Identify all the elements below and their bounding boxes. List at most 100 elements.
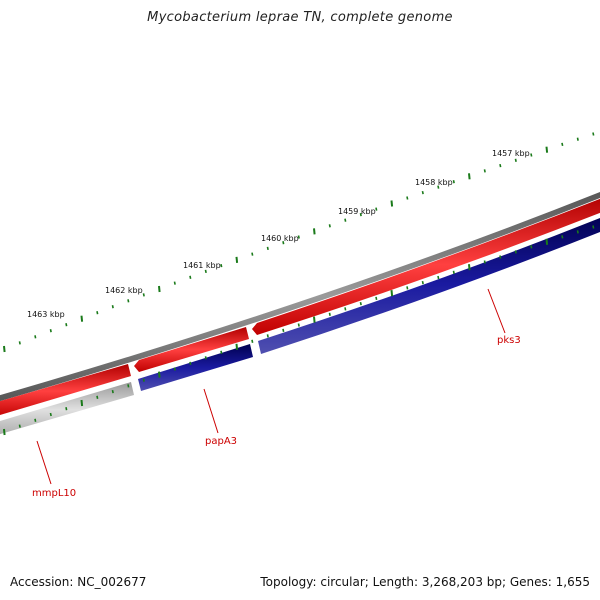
genome-summary: Topology: circular; Length: 3,268,203 bp… <box>260 575 590 589</box>
major-tick <box>235 256 239 263</box>
minor-tick <box>251 339 254 343</box>
major-tick <box>158 371 161 378</box>
genome-backbone <box>0 191 600 402</box>
gene-mmpL10 <box>0 382 134 435</box>
minor-tick <box>359 301 362 306</box>
map-title: Mycobacterium leprae TN, complete genome <box>147 10 453 25</box>
outer-scale-ticks <box>3 132 595 353</box>
minor-tick <box>282 328 285 333</box>
gene-label-mmpL10: mmpL10 <box>32 488 76 499</box>
minor-tick <box>483 169 486 173</box>
minor-tick <box>266 246 269 251</box>
accession-text: Accession: NC_002677 <box>10 575 147 589</box>
minor-tick <box>34 418 37 422</box>
major-tick <box>313 316 316 323</box>
minor-tick <box>375 207 378 211</box>
major-tick <box>80 399 84 407</box>
minor-tick <box>282 241 285 245</box>
gene-label-pks3: pks3 <box>497 335 521 346</box>
minor-tick <box>49 412 52 417</box>
minor-tick <box>65 323 68 327</box>
scale-label: 1459 kbp <box>338 207 376 216</box>
minor-tick <box>173 367 176 371</box>
minor-tick <box>34 335 37 339</box>
gene-label-papA3: papA3 <box>205 436 237 447</box>
minor-tick <box>530 245 533 249</box>
pks3-leader <box>487 288 506 334</box>
scale-label: 1461 kbp <box>183 261 221 270</box>
minor-tick <box>452 270 455 274</box>
minor-tick <box>328 312 331 316</box>
minor-tick <box>344 307 347 311</box>
minor-tick <box>437 185 440 189</box>
minor-tick <box>127 299 130 303</box>
major-tick <box>158 285 161 293</box>
gene-pks3 <box>258 217 600 354</box>
forward-gene-segment-middle <box>134 327 249 372</box>
minor-tick <box>592 225 595 229</box>
mmpL10-leader <box>36 440 52 485</box>
minor-tick <box>421 280 424 285</box>
major-tick <box>468 264 471 271</box>
forward-gene-segment-left <box>0 364 131 416</box>
minor-tick <box>375 296 378 301</box>
minor-tick <box>18 424 21 428</box>
minor-tick <box>437 275 440 280</box>
scale-label: 1457 kbp <box>492 149 530 158</box>
major-tick <box>3 345 6 353</box>
minor-tick <box>514 158 517 162</box>
minor-tick <box>111 389 114 394</box>
scale-label: 1462 kbp <box>105 286 143 295</box>
minor-tick <box>576 230 579 234</box>
minor-tick <box>142 378 145 382</box>
minor-tick <box>49 329 52 333</box>
minor-tick <box>127 384 130 388</box>
major-tick <box>545 146 549 153</box>
minor-tick <box>406 286 409 290</box>
minor-tick <box>576 137 579 141</box>
major-tick <box>80 315 84 322</box>
minor-tick <box>328 224 331 228</box>
minor-tick <box>297 235 300 239</box>
minor-tick <box>189 361 192 366</box>
scale-label: 1458 kbp <box>415 178 453 187</box>
minor-tick <box>483 260 486 264</box>
minor-tick <box>251 252 254 256</box>
scale-label: 1463 kbp <box>27 310 65 319</box>
gene-papA3 <box>138 344 253 391</box>
major-tick <box>3 428 6 436</box>
minor-tick <box>514 250 517 254</box>
minor-tick <box>421 190 424 195</box>
major-tick <box>390 290 394 297</box>
minor-tick <box>18 341 21 345</box>
minor-tick <box>204 356 207 360</box>
scale-label: 1460 kbp <box>261 234 299 243</box>
minor-tick <box>406 196 409 200</box>
forward-gene-segment-right <box>252 198 600 335</box>
minor-tick <box>189 275 192 279</box>
major-tick <box>468 173 471 180</box>
minor-tick <box>499 163 502 168</box>
minor-tick <box>65 407 68 411</box>
papA3-leader <box>203 388 219 434</box>
major-tick <box>390 200 394 207</box>
major-tick <box>313 228 316 235</box>
inner-scale-ticks <box>3 225 595 436</box>
minor-tick <box>142 293 145 297</box>
minor-tick <box>220 263 223 268</box>
minor-tick <box>359 212 362 217</box>
major-tick <box>235 343 239 350</box>
minor-tick <box>204 269 207 274</box>
minor-tick <box>561 142 564 147</box>
minor-tick <box>344 218 347 222</box>
minor-tick <box>499 255 502 259</box>
minor-tick <box>96 395 99 399</box>
minor-tick <box>266 334 269 338</box>
minor-tick <box>111 305 114 309</box>
minor-tick <box>173 281 176 285</box>
minor-tick <box>96 311 99 315</box>
major-tick <box>545 238 549 245</box>
minor-tick <box>561 235 564 239</box>
minor-tick <box>297 323 300 327</box>
